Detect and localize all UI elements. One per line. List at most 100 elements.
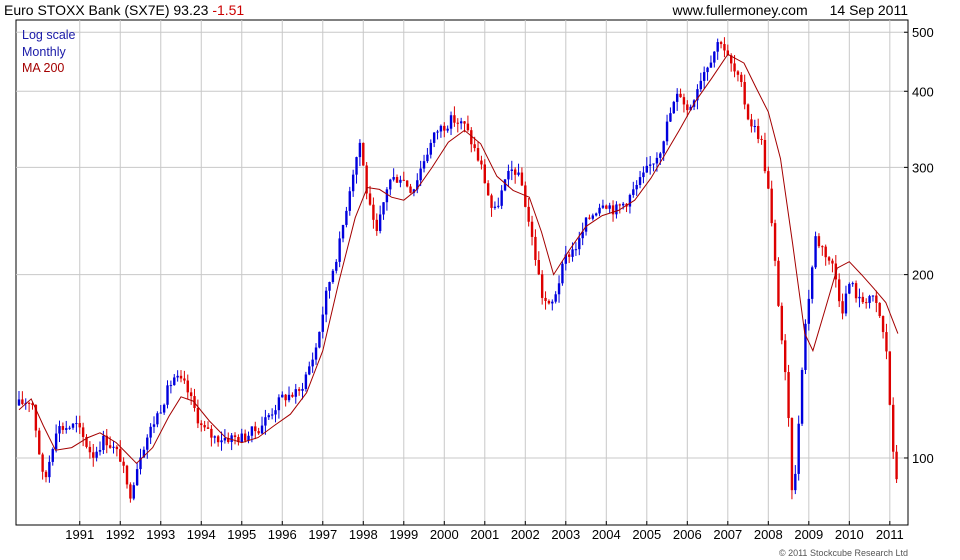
candle-down [861,296,865,303]
candle-up [230,435,233,443]
candle-up [345,210,348,225]
candle-up [173,377,176,386]
candle-up [314,347,318,360]
candle-up [702,72,706,81]
candle-down [618,204,622,206]
candle-down [183,378,186,381]
candle-down [729,55,733,64]
candle-up [571,249,574,257]
candle-down [115,446,119,450]
candle-up [240,433,243,443]
candle-up [142,449,146,458]
x-tick-label: 2010 [835,527,864,542]
y-tick-label: 500 [912,25,934,40]
candle-up [416,180,419,190]
candle-down [21,399,24,404]
candle-down [790,418,794,491]
candle-down [44,471,48,478]
candle-up [645,165,649,173]
candle-down [679,93,682,98]
candle-down [895,451,898,480]
legend-scale: Log scale [22,28,76,42]
candle-up [446,128,449,131]
candle-down [41,454,44,472]
x-tick-label: 2009 [794,527,823,542]
candle-down [888,351,892,405]
candle-up [594,213,598,216]
candle-up [71,423,75,428]
candle-up [642,172,645,178]
candle-up [551,301,554,304]
candle-down [885,332,888,352]
candle-up [277,397,281,411]
candle-down [196,407,200,424]
candle-down [257,431,260,434]
candle-down [227,438,230,443]
candle-up [858,296,861,299]
candle-down [878,302,881,317]
y-tick-label: 200 [912,268,934,283]
candle-down [203,425,206,428]
candle-up [75,423,78,425]
candle-down [78,423,81,428]
candle-down [881,316,885,333]
candle-down [237,437,240,443]
candle-up [166,385,169,405]
candle-up [17,399,21,406]
candle-down [243,433,247,441]
candle-up [662,141,665,154]
candle-down [534,236,537,260]
candle-down [88,446,92,453]
x-tick-label: 2001 [470,527,499,542]
website-link[interactable]: www.fullermoney.com [672,2,808,18]
candle-up [557,283,561,295]
x-tick-label: 2011 [876,527,904,542]
candle-up [655,157,659,164]
y-tick-label: 300 [912,160,934,175]
candle-down [466,123,470,131]
candle-down [291,394,294,397]
x-axis: 1991 1992 1993 1994 1995 1996 1997 1998 1999 2000… [65,521,904,542]
candle-down [476,148,480,161]
candle-up [804,323,807,370]
candle-down [750,119,753,127]
candle-up [510,169,513,171]
candle-down [254,426,257,432]
candle-up [851,283,854,285]
candle-up [848,284,851,294]
candle-up [574,249,578,251]
candle-up [493,206,497,208]
x-tick-label: 2007 [713,527,742,542]
candle-up [341,224,345,239]
candle-down [200,423,203,426]
candle-down [821,246,824,248]
candle-down [682,97,686,105]
candle-up [385,189,389,203]
candle-down [490,195,493,208]
candle-up [871,295,875,297]
candle-up [399,179,402,183]
candle-down [119,449,122,462]
candle-down [470,130,473,145]
candle-up [868,296,871,303]
candle-down [34,405,38,431]
candle-up [659,153,662,158]
candle-down [824,246,827,258]
candle-down [473,144,476,149]
x-tick-label: 1996 [268,527,297,542]
candle-down [864,302,868,304]
candle-up [146,437,149,450]
candle-down [179,375,183,379]
x-tick-label: 1991 [65,527,94,542]
candle-up [628,194,632,207]
candle-down [480,160,483,165]
y-tick-label: 100 [912,451,934,466]
candle-up [689,106,692,111]
candle-down [837,279,841,302]
candle-down [38,430,41,455]
candle-down [891,404,895,452]
x-tick-label: 1997 [308,527,337,542]
candle-up [223,438,227,441]
candle-up [335,261,338,271]
candle-up [561,263,564,284]
